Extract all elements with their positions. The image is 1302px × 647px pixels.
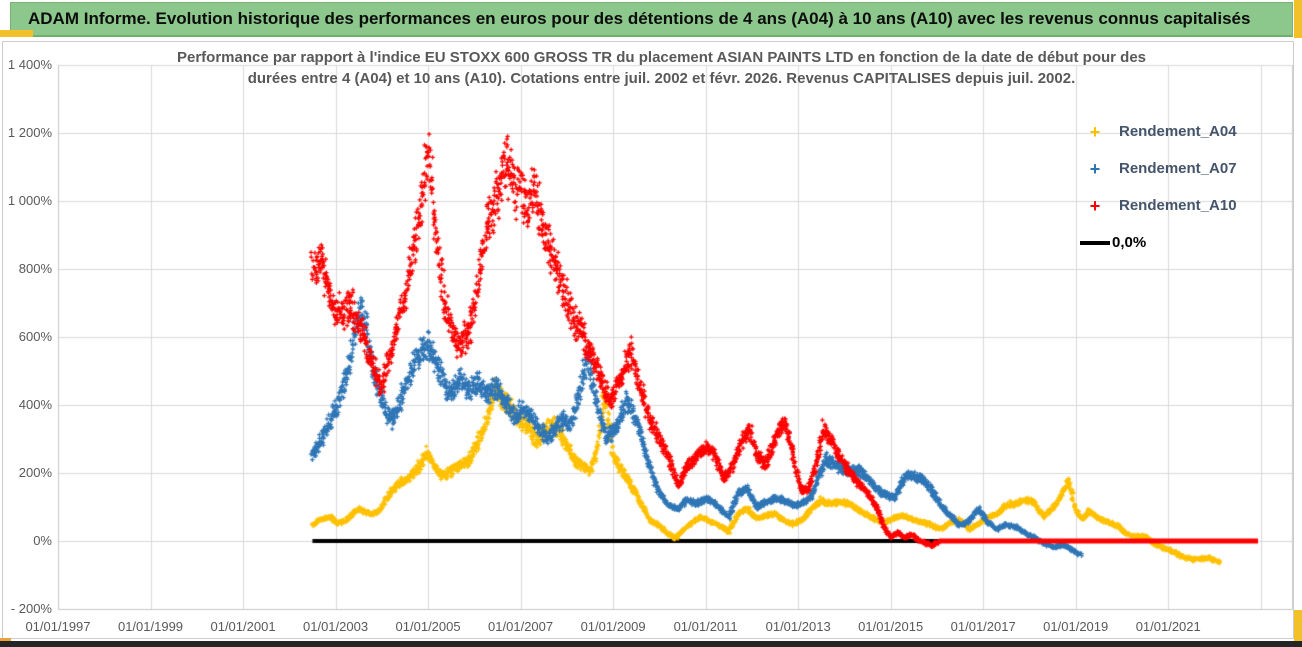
y-axis-label: 400% [18, 397, 52, 412]
header-title: ADAM Informe. Evolution historique des p… [28, 9, 1251, 28]
legend-label: Rendement_A10 [1119, 197, 1237, 214]
x-axis-label: 01/01/1999 [117, 619, 184, 634]
legend-item-rendement-a04[interactable]: + Rendement_A04 [1080, 113, 1280, 150]
legend-item-rendement-a07[interactable]: + Rendement_A07 [1080, 150, 1280, 187]
header-accent-left [0, 30, 33, 37]
frame-accent-right-top [1294, 0, 1302, 38]
legend-item-rendement-a10[interactable]: + Rendement_A10 [1080, 187, 1280, 224]
legend-item-0-0-[interactable]: 0,0% [1080, 224, 1280, 261]
chart-title-text: Performance par rapport à l'indice EU ST… [176, 49, 1147, 87]
x-axis-label: 01/01/2009 [580, 619, 646, 634]
x-axis-label: 01/01/2003 [303, 619, 369, 634]
y-axis-label: 800% [18, 261, 52, 276]
x-axis-label: 01/01/2013 [765, 619, 831, 634]
zero-line-sample-icon [1080, 240, 1110, 245]
x-axis-label: 01/01/2015 [858, 619, 924, 634]
x-axis-label: 01/01/2011 [673, 619, 738, 634]
x-axis-label: 01/01/2001 [210, 619, 276, 634]
chart-title: Performance par rapport à l'indice EU ST… [58, 47, 1265, 89]
y-axis-label: 1 400% [7, 57, 52, 72]
chart-legend: + Rendement_A04 + Rendement_A07 + Rendement_A… [1080, 113, 1280, 261]
bottom-window-edge [0, 641, 1302, 647]
y-axis-label: 0% [33, 533, 52, 548]
x-axis-label: 01/01/1997 [25, 619, 91, 634]
plus-marker-icon: + [1089, 121, 1101, 142]
legend-label: Rendement_A04 [1119, 123, 1237, 140]
plus-marker-icon: + [1089, 195, 1101, 216]
frame-accent-right-bottom [1294, 610, 1302, 641]
x-axis-label: 01/01/2017 [950, 619, 1016, 634]
plus-marker-icon: + [1089, 158, 1101, 179]
x-axis-label: 01/01/2021 [1135, 619, 1201, 634]
x-axis-label: 01/01/2019 [1043, 619, 1109, 634]
x-axis-label: 01/01/2007 [488, 619, 554, 634]
y-axis-label: 1 000% [7, 193, 52, 208]
y-axis-label: 1 200% [7, 125, 52, 140]
legend-label: Rendement_A07 [1119, 160, 1237, 177]
y-axis-label: - 200% [10, 601, 52, 616]
x-axis-label: 01/01/2005 [395, 619, 461, 634]
header-bar: ADAM Informe. Evolution historique des p… [10, 2, 1293, 37]
chart-frame [2, 41, 1294, 639]
y-axis-label: 600% [18, 329, 52, 344]
legend-label: 0,0% [1112, 234, 1147, 251]
y-axis-label: 200% [18, 465, 52, 480]
